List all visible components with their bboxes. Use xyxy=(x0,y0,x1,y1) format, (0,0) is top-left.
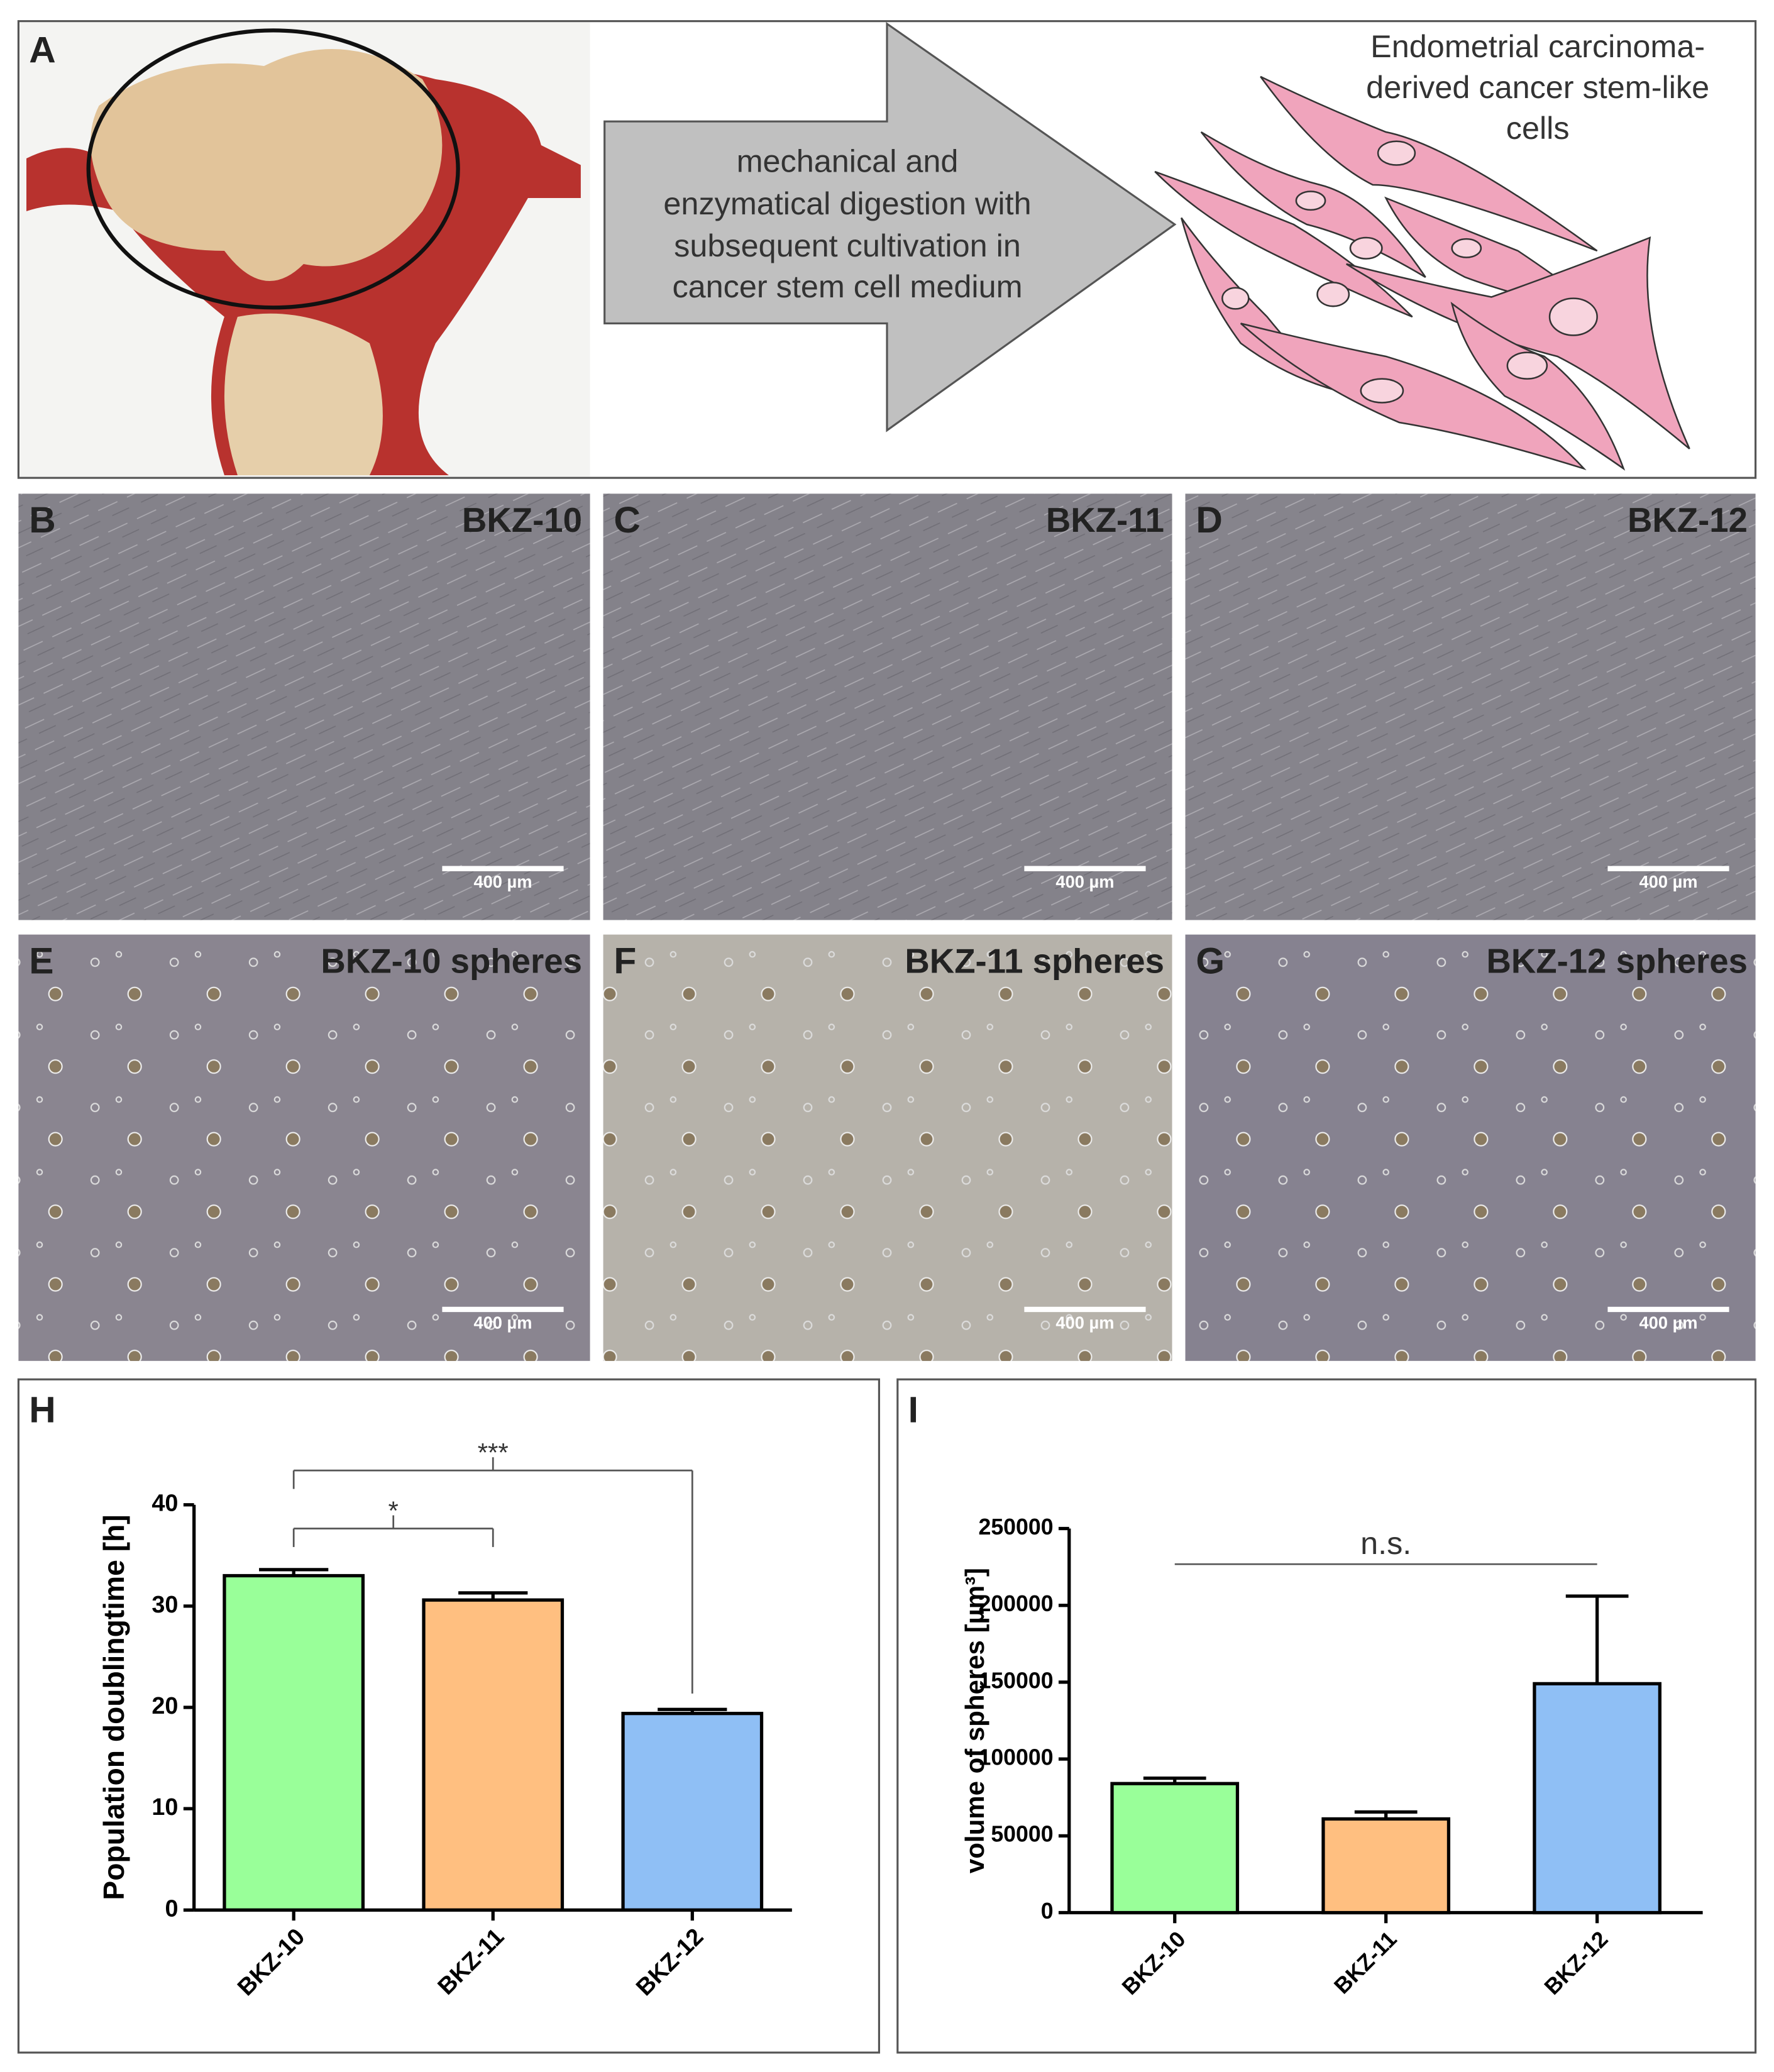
arrow-text: enzymatical digestion with xyxy=(663,185,1031,221)
y-tick-label: 100000 xyxy=(978,1745,1053,1770)
panel-label: A xyxy=(29,30,55,71)
scale-bar-label: 400 µm xyxy=(1639,872,1697,891)
panel-label: B xyxy=(29,500,55,541)
y-tick-label: 50000 xyxy=(991,1822,1053,1847)
cells-label: derived cancer stem-like xyxy=(1366,69,1709,105)
scale-bar-label: 400 µm xyxy=(473,1313,532,1332)
y-tick-label: 30 xyxy=(152,1592,178,1618)
micrograph-title: BKZ-10 spheres xyxy=(321,942,582,980)
y-tick-label: 150000 xyxy=(978,1668,1053,1693)
bar xyxy=(621,1712,764,1912)
cell-illustration xyxy=(1154,75,1690,471)
significance-label: * xyxy=(388,1496,399,1525)
y-tick-label: 250000 xyxy=(978,1514,1053,1540)
micrograph-texture xyxy=(18,934,590,1361)
panel-label: F xyxy=(614,940,636,981)
y-tick-label: 0 xyxy=(165,1895,178,1922)
micrograph-texture xyxy=(603,934,1172,1361)
specimen-photo xyxy=(19,22,590,477)
bar xyxy=(1321,1817,1451,1915)
y-axis-label: Population doublingtime [h] xyxy=(97,1514,130,1900)
scale-bar-label: 400 µm xyxy=(473,872,532,891)
significance-label: *** xyxy=(478,1438,509,1467)
micrograph-texture xyxy=(1185,493,1756,920)
cells-label: Endometrial carcinoma- xyxy=(1370,28,1705,64)
bar xyxy=(223,1573,365,1912)
y-tick-label: 20 xyxy=(152,1693,178,1719)
bar xyxy=(422,1598,565,1912)
scale-bar-label: 400 µm xyxy=(1055,1313,1114,1332)
y-tick-label: 200000 xyxy=(978,1591,1053,1616)
y-axis-label: volume of spheres [µm³] xyxy=(960,1568,989,1873)
micrograph-title: BKZ-12 xyxy=(1628,501,1748,539)
y-tick-label: 0 xyxy=(1041,1898,1054,1924)
scale-bar-label: 400 µm xyxy=(1639,1313,1697,1332)
panel-label: C xyxy=(614,500,640,541)
arrow-text: cancer stem cell medium xyxy=(672,268,1022,304)
panel-label: D xyxy=(1196,500,1222,541)
arrow-text: mechanical and xyxy=(737,143,959,179)
scale-bar-label: 400 µm xyxy=(1055,872,1114,891)
bar xyxy=(1110,1782,1240,1915)
panel-label: H xyxy=(29,1389,55,1430)
panel-label: E xyxy=(29,940,53,981)
panel-label: I xyxy=(908,1389,918,1430)
cells-label: cells xyxy=(1506,110,1570,146)
micrograph-title: BKZ-11 spheres xyxy=(905,942,1164,980)
significance-label: n.s. xyxy=(1360,1525,1411,1561)
micrograph-texture xyxy=(1185,934,1756,1361)
panel-label: G xyxy=(1196,940,1225,981)
arrow-text: subsequent cultivation in xyxy=(674,228,1021,263)
y-tick-label: 10 xyxy=(152,1794,178,1821)
process-arrow xyxy=(603,21,1177,433)
bar xyxy=(1533,1682,1662,1915)
y-tick-label: 40 xyxy=(152,1491,178,1517)
micrograph-title: BKZ-12 spheres xyxy=(1486,942,1748,980)
micrograph-texture xyxy=(18,493,590,920)
micrograph-texture xyxy=(603,493,1172,920)
micrograph-title: BKZ-10 xyxy=(462,501,582,539)
micrograph-title: BKZ-11 xyxy=(1046,501,1164,539)
